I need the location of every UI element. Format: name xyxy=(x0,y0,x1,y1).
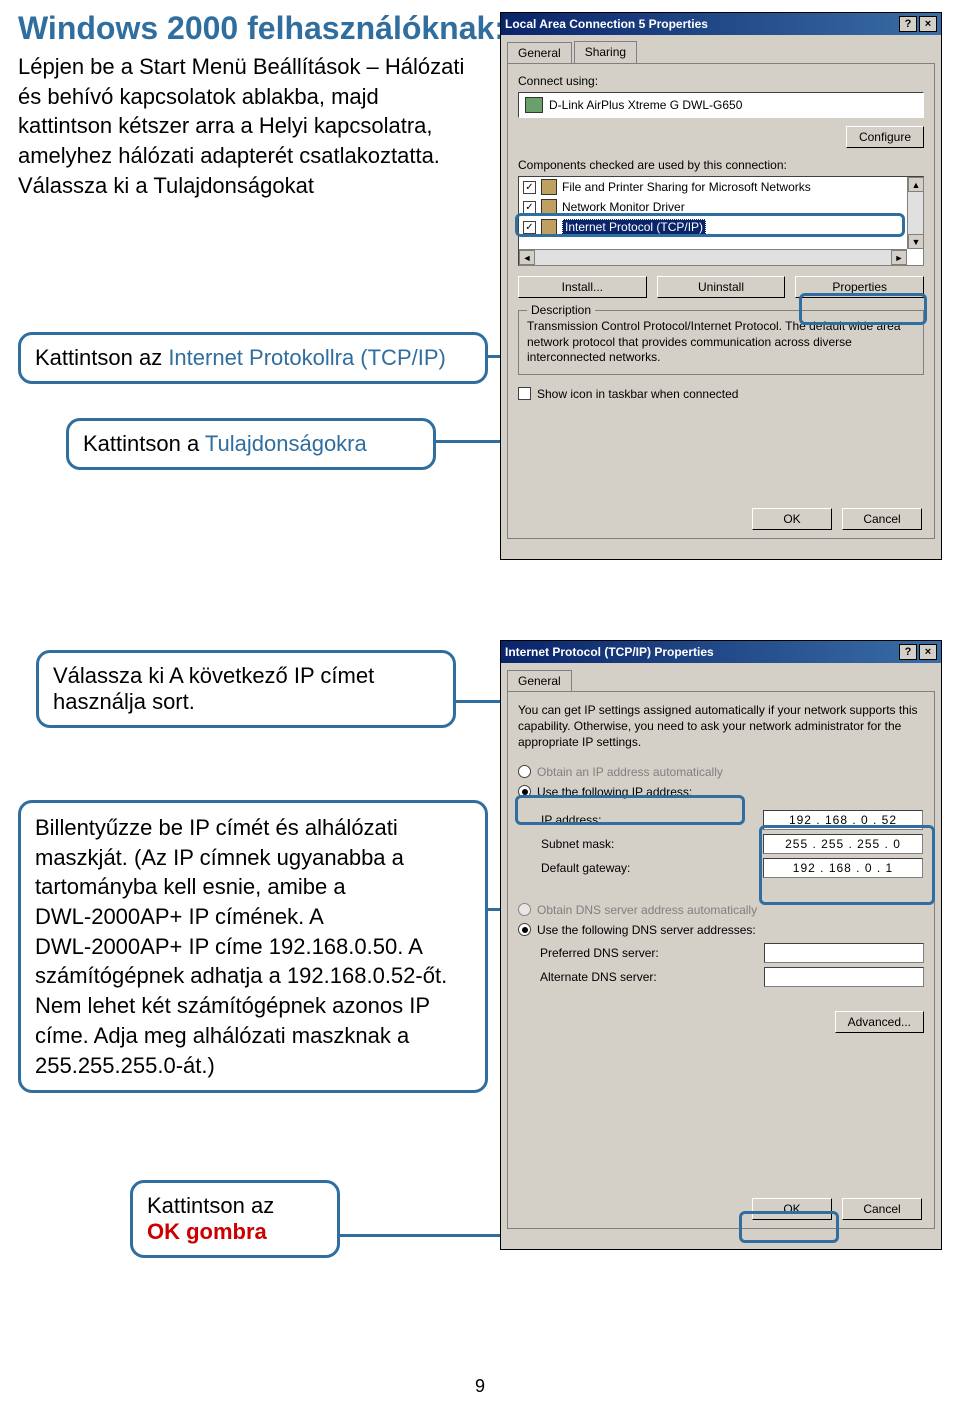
scroll-down-icon[interactable]: ▼ xyxy=(908,234,924,249)
checkbox[interactable]: ✓ xyxy=(523,201,536,214)
window-title: Internet Protocol (TCP/IP) Properties xyxy=(505,645,714,659)
page-number: 9 xyxy=(0,1376,960,1397)
gateway-row: Default gateway: 192 . 168 . 0 . 1 xyxy=(541,858,923,878)
radio-use-dns[interactable]: Use the following DNS server addresses: xyxy=(518,923,924,937)
window-title: Local Area Connection 5 Properties xyxy=(505,17,708,31)
radio-icon xyxy=(518,903,531,916)
callout-select-ip: Válassza ki A következő IP címet használ… xyxy=(36,650,456,728)
advanced-button[interactable]: Advanced... xyxy=(835,1011,924,1033)
radio-icon[interactable] xyxy=(518,785,531,798)
pref-dns-input[interactable] xyxy=(764,943,924,963)
subnet-label: Subnet mask: xyxy=(541,837,614,851)
show-icon-label: Show icon in taskbar when connected xyxy=(537,387,738,401)
nic-name: D-Link AirPlus Xtreme G DWL-G650 xyxy=(549,98,742,112)
subnet-row: Subnet mask: 255 . 255 . 255 . 0 xyxy=(541,834,923,854)
ip-address-row: IP address: 192 . 168 . 0 . 52 xyxy=(541,810,923,830)
alt-dns-row: Alternate DNS server: xyxy=(540,967,924,987)
callout-click-tcpip: Kattintson az Internet Protokollra (TCP/… xyxy=(18,332,488,384)
component-label: Network Monitor Driver xyxy=(562,200,685,214)
pref-dns-label: Preferred DNS server: xyxy=(540,946,659,960)
component-icon xyxy=(541,179,557,195)
scroll-up-icon[interactable]: ▲ xyxy=(908,177,924,192)
close-button[interactable]: × xyxy=(919,644,937,660)
tabs: General xyxy=(501,663,941,691)
intro-paragraph: Lépjen be a Start Menü Beállítások – Hál… xyxy=(18,52,478,200)
group-title: Description xyxy=(527,303,595,317)
dialog-tcpip-properties: Internet Protocol (TCP/IP) Properties ? … xyxy=(500,640,942,1250)
tab-general[interactable]: General xyxy=(507,670,572,692)
page-title: Windows 2000 felhasználóknak: xyxy=(18,10,505,47)
dialog-body: Connect using: D-Link AirPlus Xtreme G D… xyxy=(507,63,935,539)
component-label: File and Printer Sharing for Microsoft N… xyxy=(562,180,811,194)
subnet-input[interactable]: 255 . 255 . 255 . 0 xyxy=(763,834,923,854)
uninstall-button[interactable]: Uninstall xyxy=(657,276,786,298)
close-button[interactable]: × xyxy=(919,16,937,32)
install-button[interactable]: Install... xyxy=(518,276,647,298)
nic-field: D-Link AirPlus Xtreme G DWL-G650 xyxy=(518,92,924,118)
checkbox[interactable]: ✓ xyxy=(523,221,536,234)
tab-general[interactable]: General xyxy=(507,42,572,64)
scroll-right-icon[interactable]: ► xyxy=(891,250,907,265)
properties-button[interactable]: Properties xyxy=(795,276,924,298)
tab-sharing[interactable]: Sharing xyxy=(574,41,637,63)
component-icon xyxy=(541,199,557,215)
description-text: Transmission Control Protocol/Internet P… xyxy=(527,319,915,366)
radio-obtain-ip[interactable]: Obtain an IP address automatically xyxy=(518,765,924,779)
component-label: Internet Protocol (TCP/IP) xyxy=(562,219,706,235)
ip-address-input[interactable]: 192 . 168 . 0 . 52 xyxy=(763,810,923,830)
scrollbar-vertical[interactable]: ▲ ▼ xyxy=(907,177,923,249)
callout-click-properties: Kattintson a Tulajdonságokra xyxy=(66,418,436,470)
ok-button[interactable]: OK xyxy=(752,508,832,530)
component-row[interactable]: ✓ Network Monitor Driver xyxy=(519,197,923,217)
checkbox[interactable]: ✓ xyxy=(523,181,536,194)
callout-accent: OK gombra xyxy=(147,1219,267,1244)
callout-text: Kattintson az xyxy=(147,1193,274,1218)
callout-accent: Tulajdonságokra xyxy=(205,431,367,456)
option-label: Obtain DNS server address automatically xyxy=(537,903,757,917)
dialog-body: You can get IP settings assigned automat… xyxy=(507,691,935,1229)
callout-enter-ip: Billentyűzze be IP címét és alhálózati m… xyxy=(18,800,488,1093)
alt-dns-label: Alternate DNS server: xyxy=(540,970,657,984)
components-list[interactable]: ✓ File and Printer Sharing for Microsoft… xyxy=(518,176,924,266)
radio-use-ip[interactable]: Use the following IP address: xyxy=(518,785,924,799)
radio-icon[interactable] xyxy=(518,765,531,778)
help-button[interactable]: ? xyxy=(899,644,917,660)
component-row-selected[interactable]: ✓ Internet Protocol (TCP/IP) xyxy=(519,217,923,237)
callout-text: Kattintson az xyxy=(35,345,168,370)
nic-icon xyxy=(525,97,543,113)
scroll-left-icon[interactable]: ◄ xyxy=(519,250,535,265)
ip-label: IP address: xyxy=(541,813,601,827)
show-icon-checkbox[interactable] xyxy=(518,387,531,400)
tabs: General Sharing xyxy=(501,35,941,63)
radio-icon[interactable] xyxy=(518,923,531,936)
cancel-button[interactable]: Cancel xyxy=(842,508,922,530)
scrollbar-horizontal[interactable]: ◄ ► xyxy=(519,249,907,265)
label-connect-using: Connect using: xyxy=(518,74,924,88)
callout-text: Billentyűzze be IP címét és alhálózati m… xyxy=(35,815,447,1078)
pref-dns-row: Preferred DNS server: xyxy=(540,943,924,963)
callout-text: Kattintson a xyxy=(83,431,205,456)
component-icon xyxy=(541,219,557,235)
help-button[interactable]: ? xyxy=(899,16,917,32)
option-label: Use the following IP address: xyxy=(537,785,692,799)
ok-button[interactable]: OK xyxy=(752,1198,832,1220)
alt-dns-input[interactable] xyxy=(764,967,924,987)
label-components: Components checked are used by this conn… xyxy=(518,158,924,172)
gateway-label: Default gateway: xyxy=(541,861,630,875)
radio-obtain-dns: Obtain DNS server address automatically xyxy=(518,903,924,917)
option-label: Use the following DNS server addresses: xyxy=(537,923,756,937)
blurb-text: You can get IP settings assigned automat… xyxy=(518,702,924,751)
dialog-lan-properties: Local Area Connection 5 Properties ? × G… xyxy=(500,12,942,560)
gateway-input[interactable]: 192 . 168 . 0 . 1 xyxy=(763,858,923,878)
option-label: Obtain an IP address automatically xyxy=(537,765,723,779)
titlebar: Internet Protocol (TCP/IP) Properties ? … xyxy=(501,641,941,663)
description-group: Description Transmission Control Protoco… xyxy=(518,310,924,375)
cancel-button[interactable]: Cancel xyxy=(842,1198,922,1220)
callout-click-ok: Kattintson az OK gombra xyxy=(130,1180,340,1258)
component-row[interactable]: ✓ File and Printer Sharing for Microsoft… xyxy=(519,177,923,197)
configure-button[interactable]: Configure xyxy=(846,126,924,148)
callout-accent: Internet Protokollra (TCP/IP) xyxy=(168,345,446,370)
titlebar: Local Area Connection 5 Properties ? × xyxy=(501,13,941,35)
callout-text: Válassza ki A következő IP címet használ… xyxy=(53,663,374,714)
